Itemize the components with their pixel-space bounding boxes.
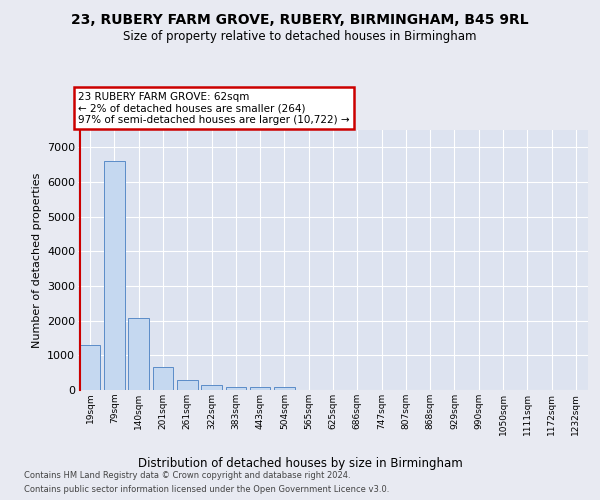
Bar — [226, 386, 246, 390]
Bar — [104, 161, 125, 390]
Bar — [177, 380, 197, 390]
Text: Contains public sector information licensed under the Open Government Licence v3: Contains public sector information licen… — [24, 485, 389, 494]
Text: Contains HM Land Registry data © Crown copyright and database right 2024.: Contains HM Land Registry data © Crown c… — [24, 471, 350, 480]
Text: 23 RUBERY FARM GROVE: 62sqm
← 2% of detached houses are smaller (264)
97% of sem: 23 RUBERY FARM GROVE: 62sqm ← 2% of deta… — [78, 92, 350, 125]
Bar — [152, 368, 173, 390]
Text: 23, RUBERY FARM GROVE, RUBERY, BIRMINGHAM, B45 9RL: 23, RUBERY FARM GROVE, RUBERY, BIRMINGHA… — [71, 12, 529, 26]
Bar — [80, 345, 100, 390]
Y-axis label: Number of detached properties: Number of detached properties — [32, 172, 41, 348]
Bar — [250, 387, 271, 390]
Bar — [128, 318, 149, 390]
Text: Size of property relative to detached houses in Birmingham: Size of property relative to detached ho… — [123, 30, 477, 43]
Text: Distribution of detached houses by size in Birmingham: Distribution of detached houses by size … — [137, 458, 463, 470]
Bar — [201, 385, 222, 390]
Bar — [274, 387, 295, 390]
